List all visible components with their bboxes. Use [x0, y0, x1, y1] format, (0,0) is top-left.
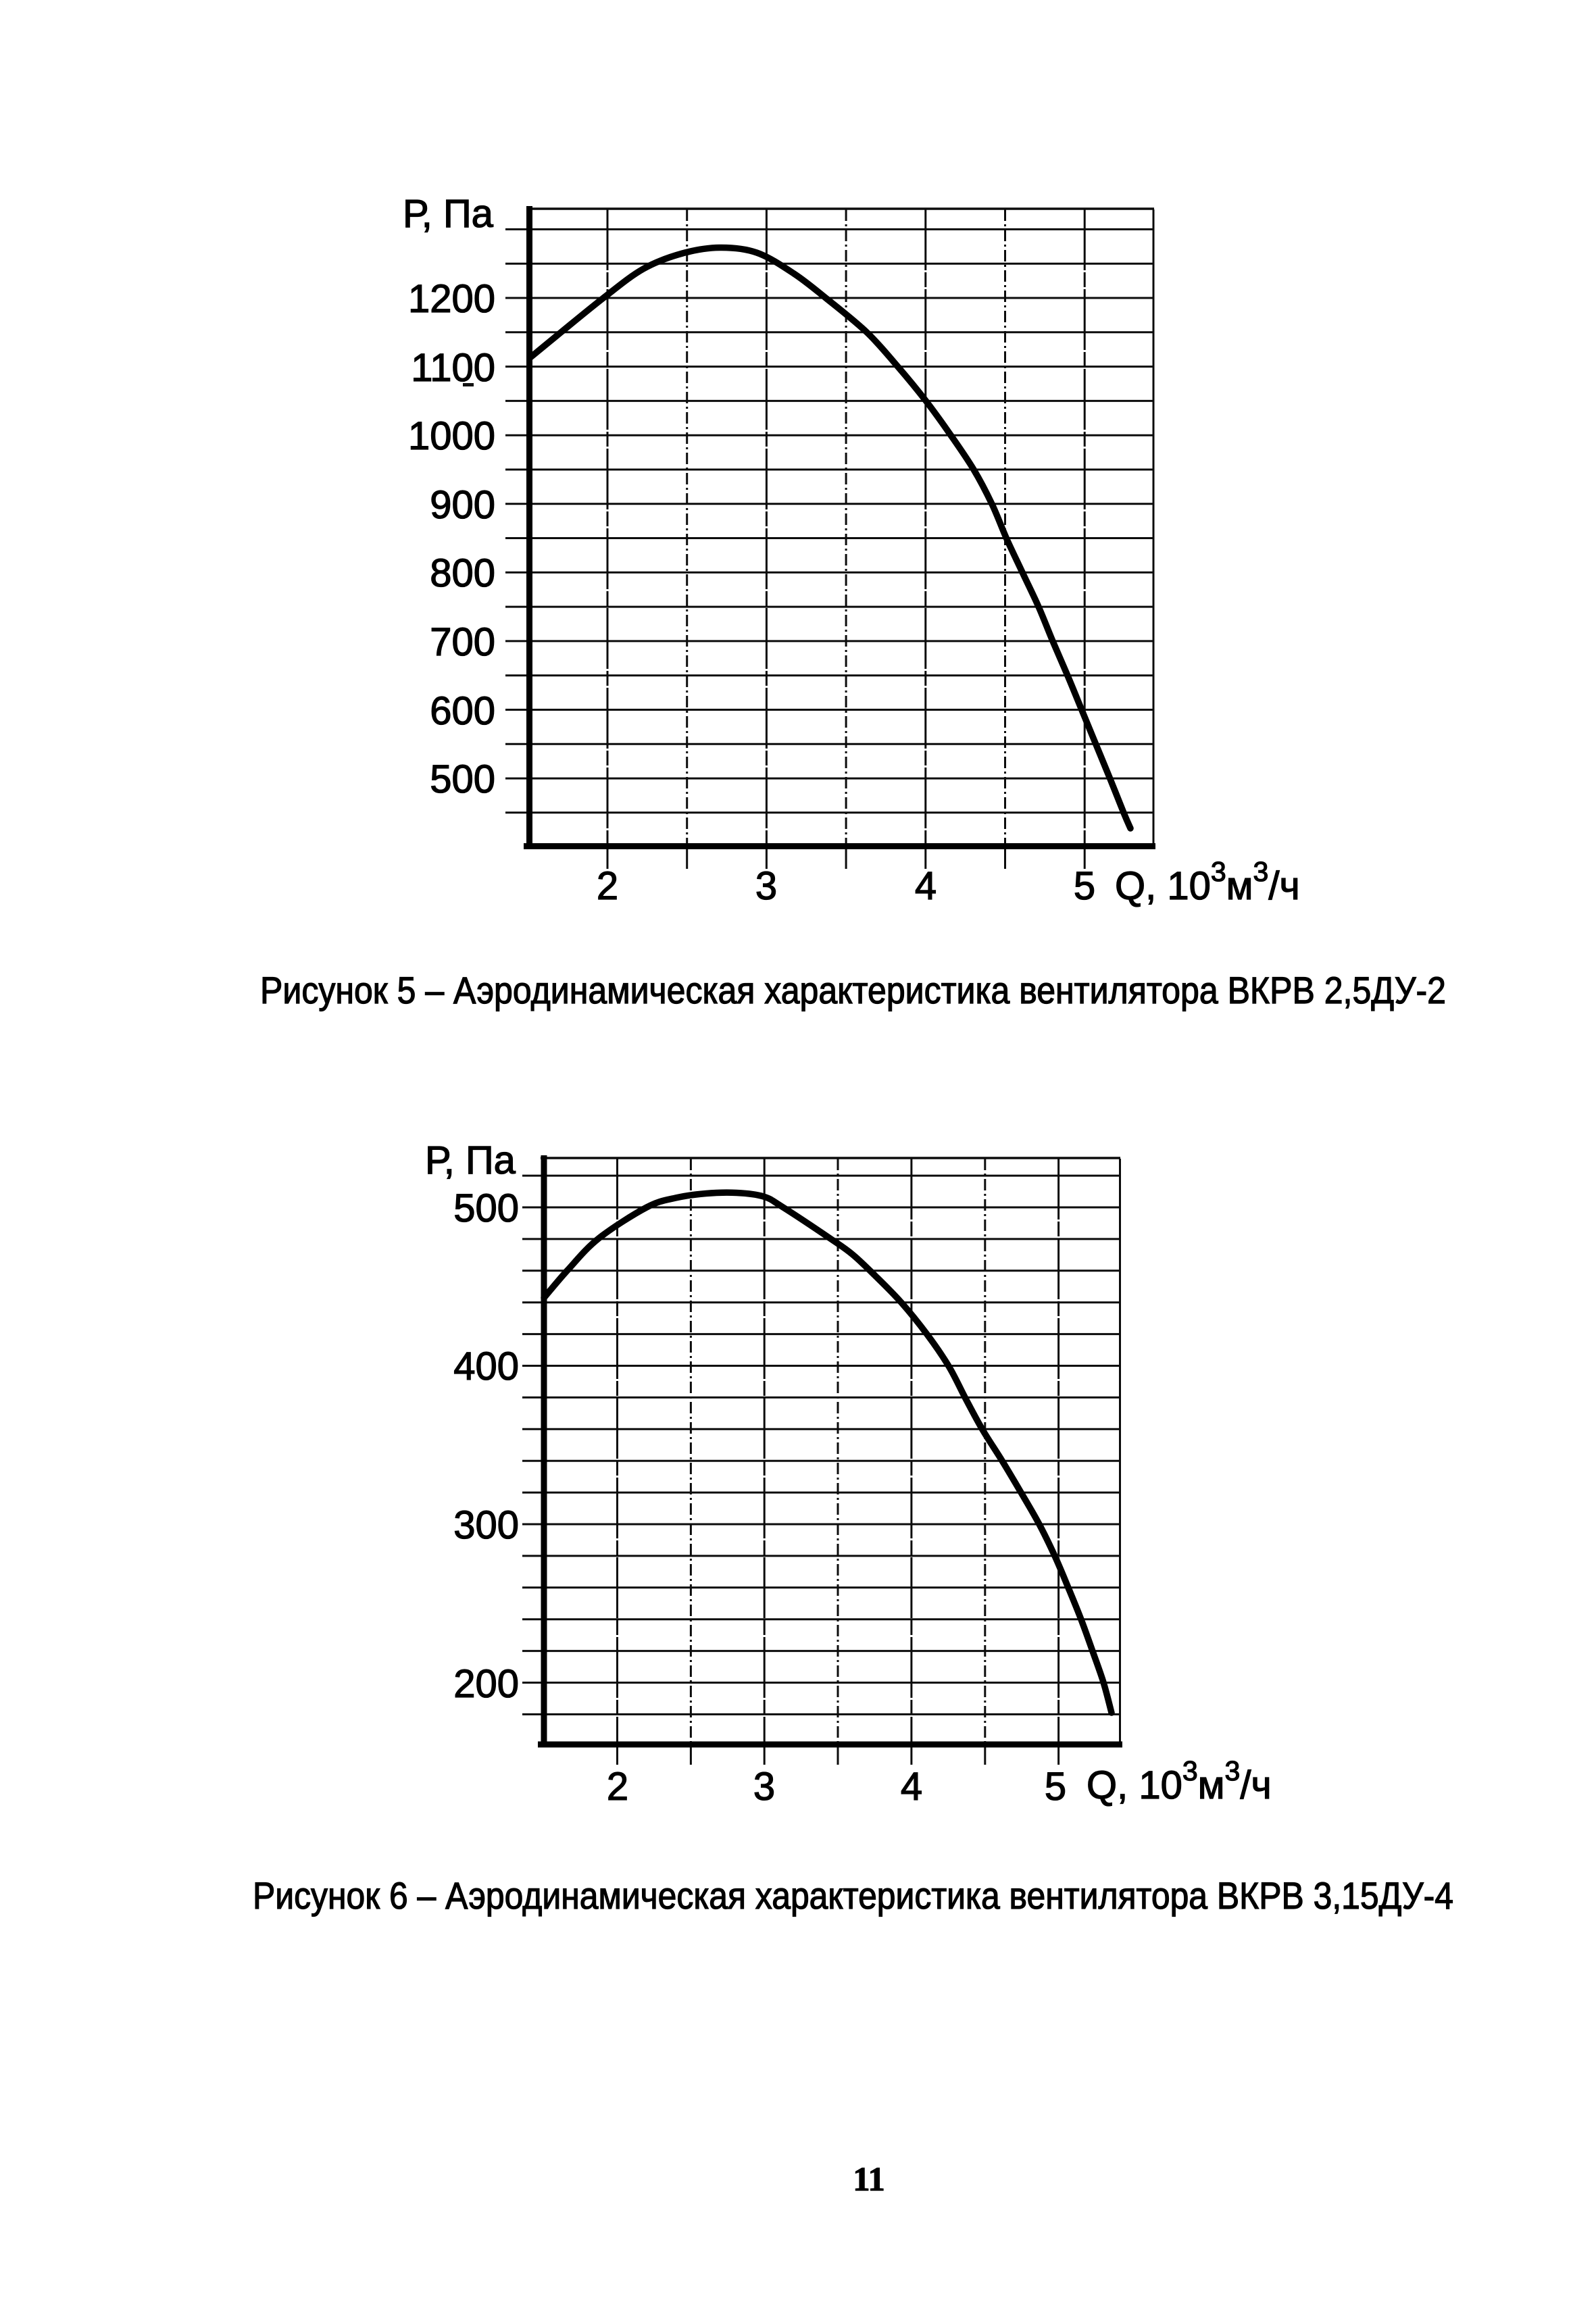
svg-text:11: 11: [853, 2160, 884, 2198]
svg-text:Рисунок 5 – Аэродинамическая х: Рисунок 5 – Аэродинамическая характерист…: [260, 969, 1446, 1011]
svg-text:400: 400: [453, 1344, 519, 1388]
svg-text:700: 700: [430, 620, 495, 664]
svg-text:Рисунок 6 – Аэродинамическая х: Рисунок 6 – Аэродинамическая характерист…: [253, 1874, 1453, 1917]
svg-text:5: 5: [1045, 1765, 1066, 1809]
svg-text:2: 2: [597, 864, 618, 908]
svg-text:500: 500: [430, 757, 495, 801]
svg-text:5: 5: [1074, 864, 1095, 908]
svg-text:3: 3: [755, 864, 777, 908]
svg-text:Р, Па: Р, Па: [403, 192, 494, 236]
svg-text:Р, Па: Р, Па: [425, 1138, 516, 1182]
svg-text:800: 800: [430, 551, 495, 595]
svg-text:1000: 1000: [408, 414, 495, 458]
svg-text:600: 600: [430, 689, 495, 733]
svg-text:900: 900: [430, 483, 495, 527]
svg-text:2: 2: [607, 1765, 628, 1809]
svg-text:3: 3: [753, 1765, 775, 1809]
svg-text:4: 4: [901, 1765, 922, 1809]
svg-text:300: 300: [453, 1503, 519, 1547]
svg-text:1200: 1200: [408, 277, 495, 321]
svg-text:500: 500: [453, 1186, 519, 1230]
svg-text:4: 4: [915, 864, 937, 908]
svg-text:200: 200: [453, 1662, 519, 1706]
svg-text:1100: 1100: [411, 346, 495, 390]
svg-text:Q, 103м3/ч: Q, 103м3/ч: [1115, 856, 1300, 908]
svg-text:Q, 103м3/ч: Q, 103м3/ч: [1087, 1755, 1272, 1807]
